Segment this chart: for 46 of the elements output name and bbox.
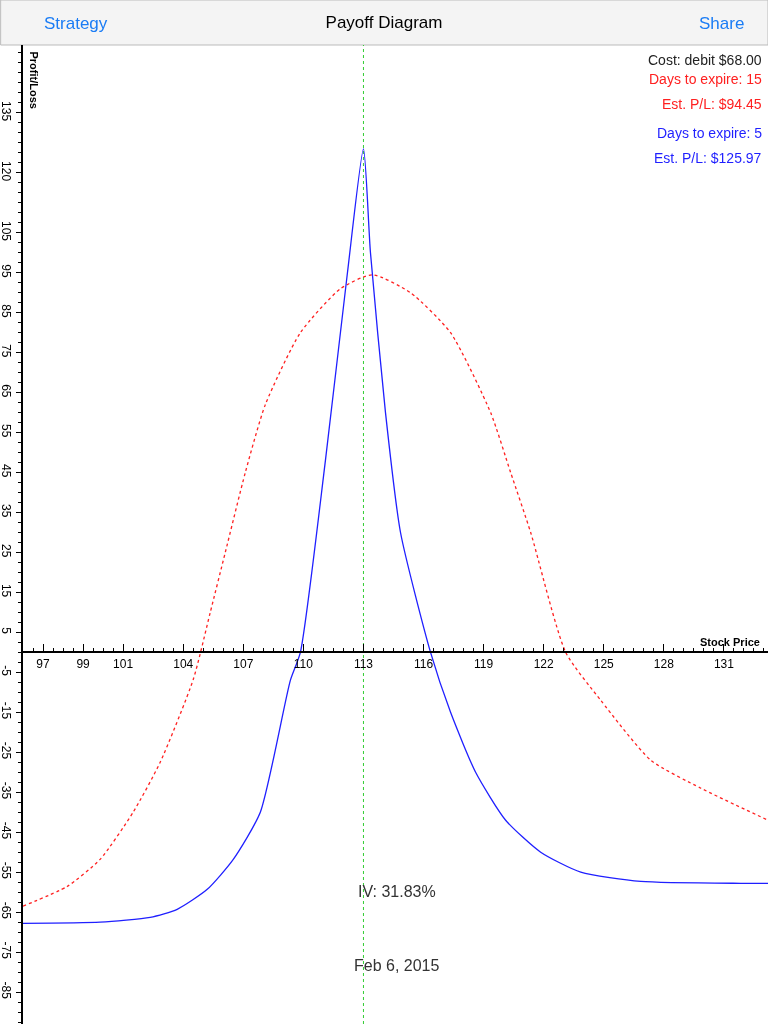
y-tick-label: 5 [0, 627, 13, 635]
y-tick-label: 95 [0, 264, 13, 278]
x-tick-label: 104 [173, 656, 194, 671]
x-tick-label: 116 [413, 656, 434, 671]
annotation: Est. P/L: $125.97 [654, 150, 762, 166]
y-axis-title: Profit/Loss [27, 51, 40, 109]
y-tick-label: 25 [0, 544, 13, 558]
y-tick-label: 120 [0, 161, 13, 182]
x-tick-label: 128 [653, 656, 675, 671]
y-tick-label: -55 [0, 861, 13, 880]
y-tick-label: -65 [0, 901, 13, 920]
annotation: Feb 6, 2015 [354, 957, 440, 974]
text: Days to expire: 5 [657, 125, 763, 141]
annotation: Cost: debit $68.00 [648, 52, 762, 68]
y-tick-label: 135 [0, 101, 13, 122]
annotation: IV: 31.83% [358, 883, 436, 900]
y-tick-label: 65 [0, 384, 13, 398]
y-tick-label: 55 [0, 424, 13, 438]
x-tick-label: 97 [36, 656, 51, 671]
y-tick-label: -45 [0, 821, 13, 840]
text: Days to expire: 15 [649, 71, 763, 87]
chart-title: Payoff Diagram [325, 12, 443, 32]
y-tick-label: 45 [0, 464, 13, 478]
y-tick-label: -35 [0, 781, 13, 800]
y-tick-label: -25 [0, 741, 13, 760]
y-tick-label: -75 [0, 941, 13, 960]
x-tick-label: 107 [233, 656, 254, 671]
x-tick-label: 131 [713, 656, 735, 671]
x-tick-label: 113 [353, 656, 374, 671]
y-tick-label: -15 [0, 701, 13, 720]
y-tick-label: 15 [0, 583, 13, 598]
annotation: Est. P/L: $94.45 [662, 96, 762, 112]
y-tick-label: 75 [0, 344, 13, 358]
y-tick-label: -85 [0, 981, 13, 1000]
x-tick-label: 119 [474, 656, 494, 671]
x-tick-label: 101 [113, 656, 134, 671]
y-tick-label: 105 [0, 220, 13, 242]
x-axis-title: Stock Price [700, 636, 760, 648]
text: Strategy [44, 14, 108, 33]
y-tick-label: 35 [0, 504, 13, 518]
y-tick-label: 85 [0, 304, 13, 318]
y-tick-label: -5 [0, 665, 13, 677]
x-tick-label: 125 [593, 656, 615, 671]
x-tick-label: 99 [76, 656, 91, 671]
x-tick-label: 122 [533, 656, 555, 671]
text: Share [699, 14, 745, 33]
